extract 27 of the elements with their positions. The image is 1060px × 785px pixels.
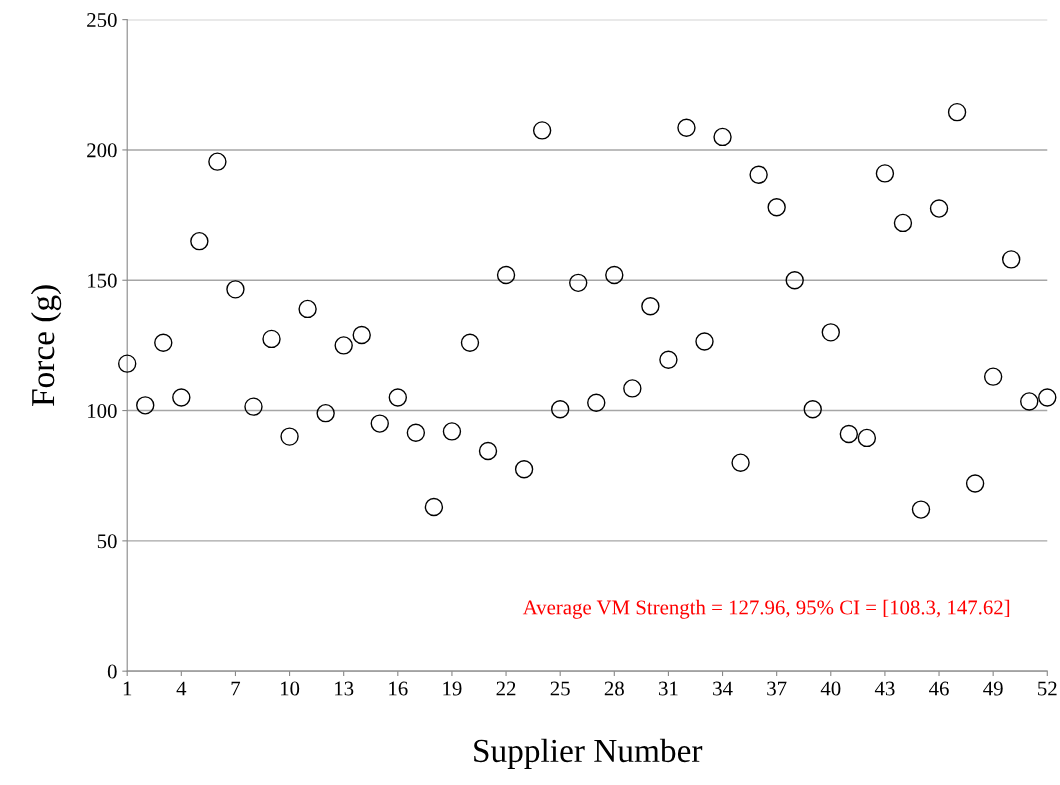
x-tick-label: 37 xyxy=(767,681,787,696)
annotation: Average VM Strength = 127.96, 95% CI = [108.3, 147.62] xyxy=(522,599,1010,619)
x-tick-label: 52 xyxy=(1038,681,1057,696)
x-tick-label: 40 xyxy=(820,681,841,696)
y-axis-title: Force (g) xyxy=(30,285,62,406)
x-tick-label: 34 xyxy=(713,681,733,696)
x-tick-label: 22 xyxy=(496,681,516,696)
x-axis-title: Supplier Number xyxy=(474,738,703,769)
x-tick-label: 46 xyxy=(929,681,949,696)
x-tick-label: 10 xyxy=(280,681,300,696)
y-tick-label: 150 xyxy=(88,273,117,288)
x-tick-label: 19 xyxy=(443,681,462,696)
x-tick-label: 16 xyxy=(389,681,408,696)
x-tick-label: 25 xyxy=(550,681,570,696)
y-tick-label: 250 xyxy=(87,13,117,28)
x-tick-label: 4 xyxy=(176,681,187,696)
x-tick-label: 7 xyxy=(231,681,241,696)
y-tick-label: 50 xyxy=(97,534,117,549)
x-tick-label: 28 xyxy=(604,681,624,696)
x-tick-label: 43 xyxy=(874,681,895,696)
x-tick-label: 31 xyxy=(659,681,678,696)
y-tick-label: 0 xyxy=(107,664,117,679)
x-tick-label: 1 xyxy=(123,681,132,696)
x-tick-label: 13 xyxy=(335,681,354,696)
x-tick-label: 49 xyxy=(983,681,1003,696)
y-tick-label: 200 xyxy=(87,143,117,158)
y-tick-label: 100 xyxy=(88,403,117,418)
